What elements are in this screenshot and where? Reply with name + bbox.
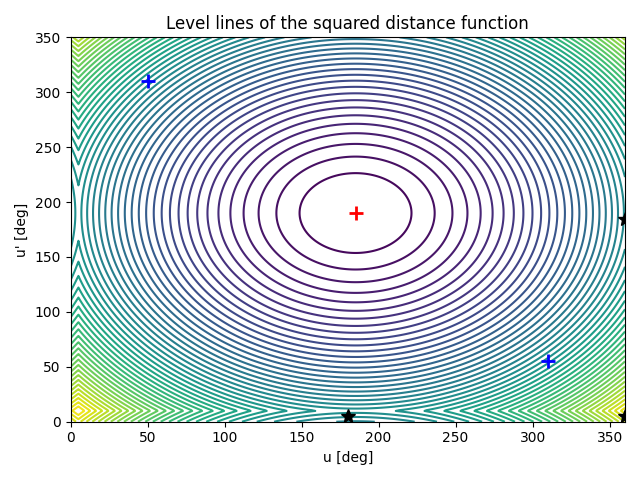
Y-axis label: u' [deg]: u' [deg]	[15, 203, 29, 257]
Title: Level lines of the squared distance function: Level lines of the squared distance func…	[166, 15, 529, 33]
X-axis label: u [deg]: u [deg]	[323, 451, 373, 465]
